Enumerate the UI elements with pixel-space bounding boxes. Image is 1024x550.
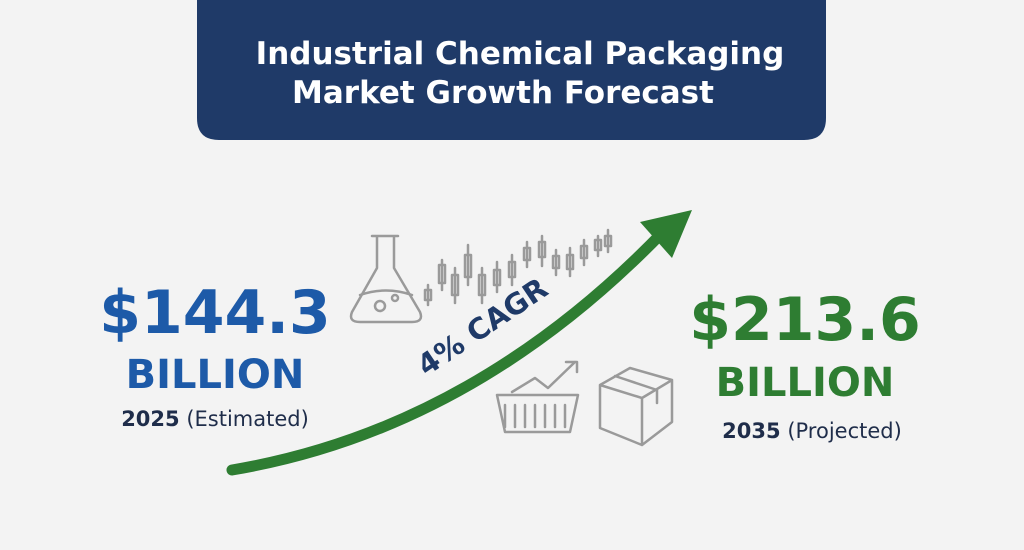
end-amount: $213.6 [689, 285, 921, 355]
start-year: 2025 [121, 407, 179, 431]
start-amount: $144.3 [99, 278, 331, 348]
candlestick-icon [423, 228, 613, 307]
title-line: Industrial Chemical Packaging [256, 36, 785, 72]
end-year: 2035 [722, 419, 780, 443]
end-caption: 2035 (Projected) [722, 419, 902, 443]
crate-icon [495, 360, 580, 434]
start-caption: 2025 (Estimated) [121, 407, 309, 431]
header-banner [197, 0, 826, 140]
start-unit: BILLION [126, 352, 305, 398]
box-icon [598, 366, 674, 447]
arrow-head [640, 210, 692, 258]
end-unit: BILLION [716, 360, 895, 406]
flask-icon [349, 234, 423, 324]
growth-arrow [226, 229, 666, 476]
end-note: (Projected) [787, 419, 902, 443]
start-note: (Estimated) [186, 407, 308, 431]
title-line: Market Growth Forecast [292, 75, 714, 111]
